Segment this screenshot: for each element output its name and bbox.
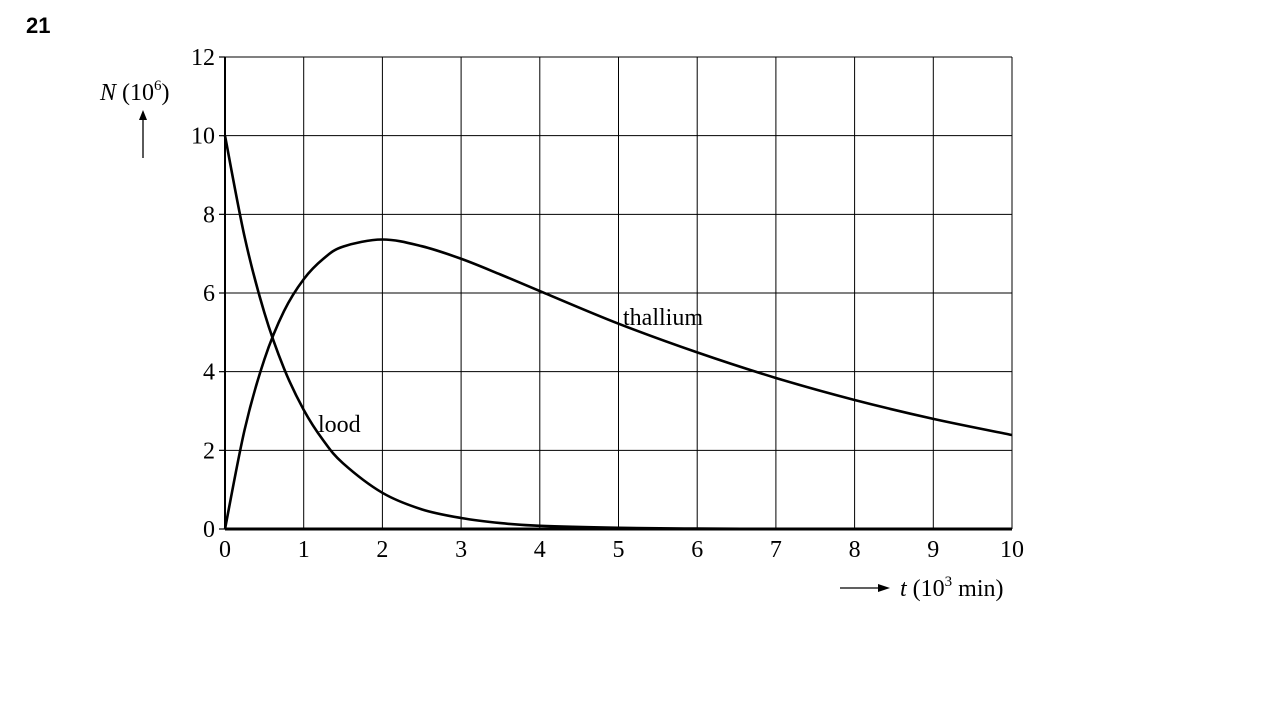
- x-label-close: min): [952, 576, 1003, 602]
- series-label: lood: [318, 412, 361, 438]
- x-tick-label: 8: [849, 537, 861, 563]
- line-series: [223, 238, 1013, 530]
- x-tick-label: 3: [455, 537, 467, 563]
- line-series: [223, 135, 1012, 531]
- y-arrow: [139, 110, 147, 158]
- y-axis-label: N (106): [99, 78, 170, 106]
- y-tick-label: 4: [203, 360, 215, 386]
- y-label-symbol: N: [99, 80, 118, 106]
- question-number: 21: [26, 13, 50, 38]
- x-tick-label: 10: [1000, 537, 1024, 563]
- y-tick-label: 8: [203, 202, 215, 228]
- y-tick-label: 12: [191, 45, 215, 71]
- series-label: thallium: [623, 305, 703, 331]
- x-label-unit: (10: [907, 576, 945, 602]
- x-tick-label: 9: [927, 537, 939, 563]
- x-tick-label: 6: [691, 537, 703, 563]
- y-tick-label: 0: [203, 517, 215, 543]
- x-tick-label: 1: [298, 537, 310, 563]
- x-tick-label: 5: [613, 537, 625, 563]
- x-tick-label: 0: [219, 537, 231, 563]
- x-tick-label: 2: [376, 537, 388, 563]
- y-tick-label: 6: [203, 281, 215, 307]
- x-arrow: [840, 584, 890, 592]
- x-label-exponent: 3: [945, 574, 953, 590]
- y-tick-label: 2: [203, 438, 215, 464]
- y-label-close: ): [162, 80, 170, 106]
- y-label-exponent: 6: [154, 78, 162, 94]
- x-tick-label: 4: [534, 537, 546, 563]
- x-tick-label: 7: [770, 537, 782, 563]
- y-tick-label: 10: [191, 124, 215, 150]
- x-label-symbol: t: [900, 576, 908, 602]
- x-axis-label: t (103 min): [900, 574, 1004, 602]
- y-label-unit: (10: [116, 80, 154, 106]
